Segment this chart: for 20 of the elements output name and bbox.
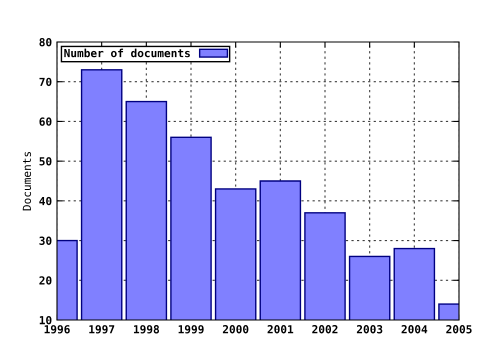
- x-tick-label: 2001: [268, 325, 294, 334]
- y-tick-label: 30: [39, 236, 52, 245]
- y-tick-label: 80: [39, 38, 52, 46]
- legend-label: Number of documents: [64, 48, 190, 58]
- y-axis-title: Documents: [22, 152, 32, 210]
- x-tick-label: 1998: [134, 325, 160, 334]
- x-tick-label: 1999: [178, 325, 204, 334]
- y-tick-label: 50: [40, 157, 52, 166]
- x-tick-label: 1997: [89, 325, 114, 334]
- y-tick-label: 10: [40, 316, 52, 324]
- x-tick-label: 1996: [44, 325, 70, 334]
- y-tick-label: 20: [39, 276, 52, 285]
- x-tick-label: 2003: [356, 325, 382, 334]
- x-tick-label: 2004: [402, 325, 428, 334]
- x-tick-label: 2005: [446, 325, 472, 334]
- x-tick-label: 2000: [222, 325, 248, 334]
- y-tick-label: 60: [39, 117, 52, 126]
- y-tick-label: 70: [39, 78, 52, 86]
- x-tick-label: 2002: [312, 325, 338, 334]
- y-tick-label: 40: [39, 196, 52, 206]
